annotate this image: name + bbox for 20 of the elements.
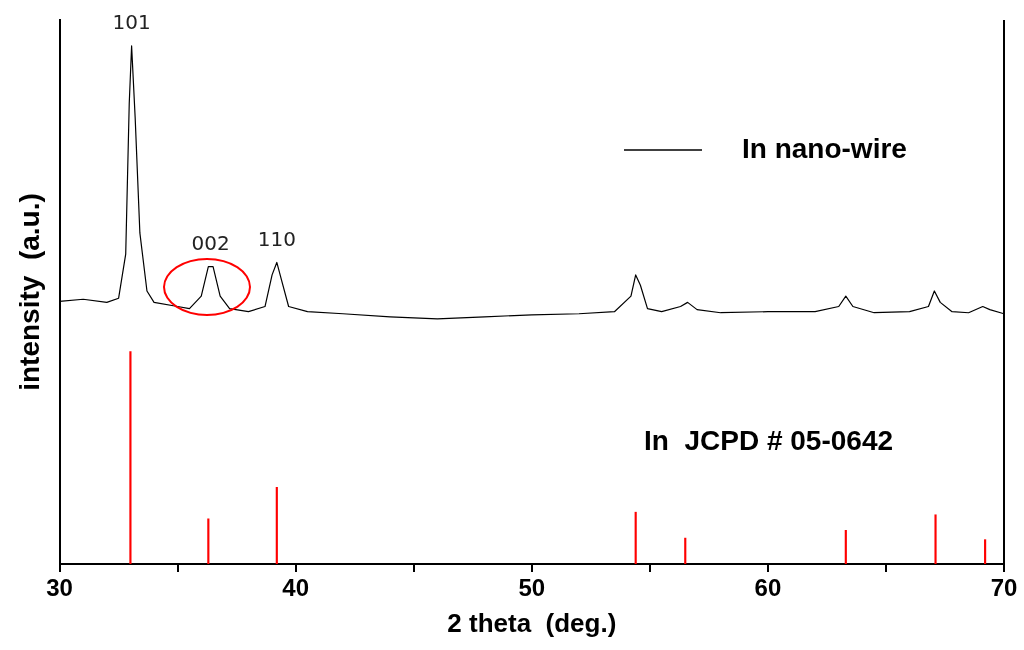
x-tick-label: 70 — [990, 574, 1018, 602]
bar — [844, 529, 847, 564]
x-axis-title: 2 theta (deg.) — [447, 607, 617, 638]
bar — [275, 486, 278, 564]
bar — [207, 518, 210, 564]
x-tick-label: 50 — [518, 574, 546, 602]
x-tick-label: 30 — [46, 574, 73, 602]
x-tick-label: 60 — [754, 574, 782, 602]
x-tick-label: 40 — [282, 574, 310, 602]
y-axis-title: intensity (a.u.) — [13, 193, 45, 391]
text: In JCPD # 05-0642 — [644, 424, 894, 456]
bar — [934, 514, 937, 564]
bar — [984, 539, 987, 564]
annotation: 101 — [112, 10, 151, 35]
annotation: 002 — [191, 230, 230, 255]
annotation: 110 — [257, 226, 296, 251]
bar — [129, 351, 132, 564]
legend-label: In nano-wire — [742, 132, 907, 164]
bar — [634, 511, 637, 564]
bar — [684, 537, 687, 564]
